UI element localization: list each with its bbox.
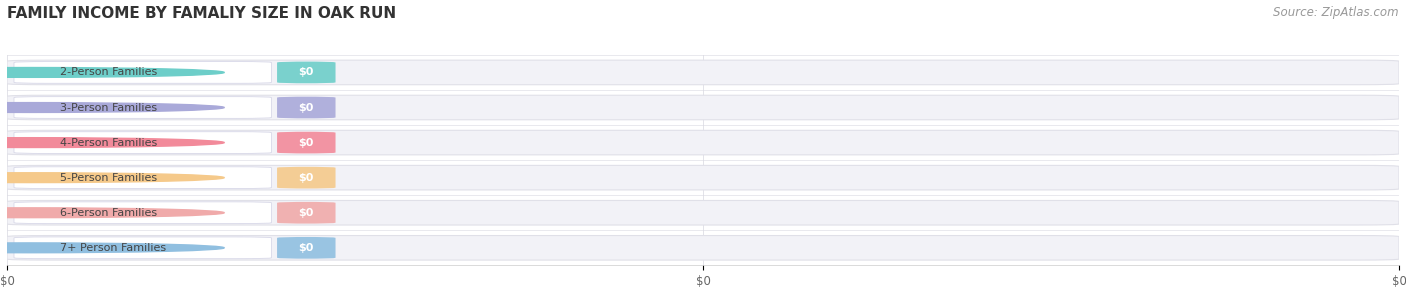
Text: $0: $0: [298, 243, 314, 253]
Text: 5-Person Families: 5-Person Families: [60, 173, 157, 183]
Text: $0: $0: [298, 102, 314, 113]
Text: Source: ZipAtlas.com: Source: ZipAtlas.com: [1274, 6, 1399, 19]
Circle shape: [0, 138, 224, 148]
FancyBboxPatch shape: [7, 165, 1399, 190]
Text: 2-Person Families: 2-Person Families: [60, 67, 157, 77]
FancyBboxPatch shape: [7, 60, 1399, 85]
FancyBboxPatch shape: [14, 237, 271, 259]
Text: 6-Person Families: 6-Person Families: [60, 208, 157, 218]
Text: 3-Person Families: 3-Person Families: [60, 102, 157, 113]
FancyBboxPatch shape: [14, 132, 271, 153]
Text: $0: $0: [298, 67, 314, 77]
FancyBboxPatch shape: [7, 130, 1399, 155]
Text: $0: $0: [298, 138, 314, 148]
Circle shape: [0, 208, 224, 218]
FancyBboxPatch shape: [14, 97, 271, 118]
Text: 4-Person Families: 4-Person Families: [60, 138, 157, 148]
Text: $0: $0: [298, 208, 314, 218]
Text: $0: $0: [298, 173, 314, 183]
FancyBboxPatch shape: [14, 167, 271, 188]
Circle shape: [0, 173, 224, 183]
Circle shape: [0, 243, 224, 253]
FancyBboxPatch shape: [277, 62, 336, 83]
FancyBboxPatch shape: [277, 237, 336, 259]
Circle shape: [0, 67, 224, 77]
FancyBboxPatch shape: [277, 97, 336, 118]
FancyBboxPatch shape: [277, 202, 336, 224]
FancyBboxPatch shape: [7, 235, 1399, 260]
Text: 7+ Person Families: 7+ Person Families: [60, 243, 166, 253]
FancyBboxPatch shape: [7, 200, 1399, 225]
FancyBboxPatch shape: [14, 62, 271, 83]
FancyBboxPatch shape: [277, 132, 336, 153]
Circle shape: [0, 102, 224, 113]
Text: FAMILY INCOME BY FAMALIY SIZE IN OAK RUN: FAMILY INCOME BY FAMALIY SIZE IN OAK RUN: [7, 6, 396, 21]
FancyBboxPatch shape: [7, 95, 1399, 120]
FancyBboxPatch shape: [14, 202, 271, 224]
FancyBboxPatch shape: [277, 167, 336, 188]
